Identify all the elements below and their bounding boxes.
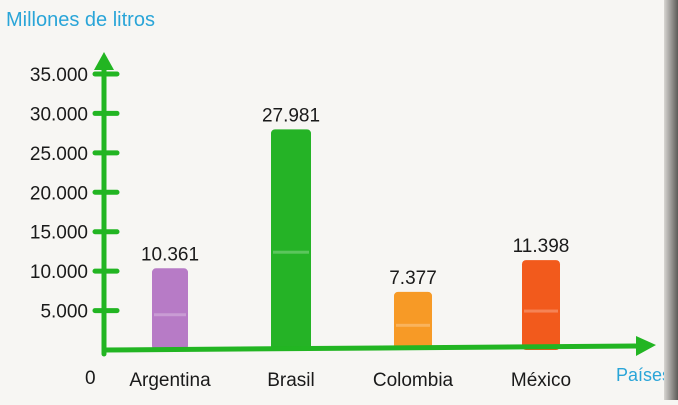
x-tick-label: Brasil <box>267 370 315 391</box>
y-tick-label: 10.000 <box>30 262 88 283</box>
x-tick-label: Argentina <box>129 370 211 391</box>
page-edge-shadow <box>664 0 678 400</box>
x-tick-label: Colombia <box>373 370 454 391</box>
y-tick-label: 25.000 <box>30 144 88 165</box>
data-label-méxico: 11.398 <box>513 236 570 257</box>
y-axis-title: Millones de litros <box>6 9 155 31</box>
y-axis-arrow <box>94 52 114 70</box>
bar-argentina <box>152 268 188 350</box>
bar-highlight <box>524 309 558 313</box>
bar-highlight <box>396 323 430 327</box>
bar-colombia <box>394 291 432 350</box>
data-label-colombia: 7.377 <box>389 268 437 289</box>
x-axis-line <box>101 343 647 353</box>
y-tick-label: 5.000 <box>40 302 88 323</box>
bar-brasil <box>271 129 311 350</box>
data-label-brasil: 27.981 <box>262 105 320 126</box>
bar-highlight <box>273 250 309 254</box>
y-tick-label: 30.000 <box>30 104 88 125</box>
y-tick-label: 15.000 <box>30 223 88 244</box>
x-tick-label: México <box>511 370 571 391</box>
bar-méxico <box>522 260 560 350</box>
y-tick-label: 20.000 <box>30 183 88 204</box>
origin-label: 0 <box>85 368 96 389</box>
data-label-argentina: 10.361 <box>141 244 199 265</box>
y-tick-label: 35.000 <box>30 65 88 86</box>
x-axis-arrow <box>636 336 656 356</box>
x-axis-title: Países <box>616 365 671 385</box>
bar-highlight <box>154 313 186 317</box>
